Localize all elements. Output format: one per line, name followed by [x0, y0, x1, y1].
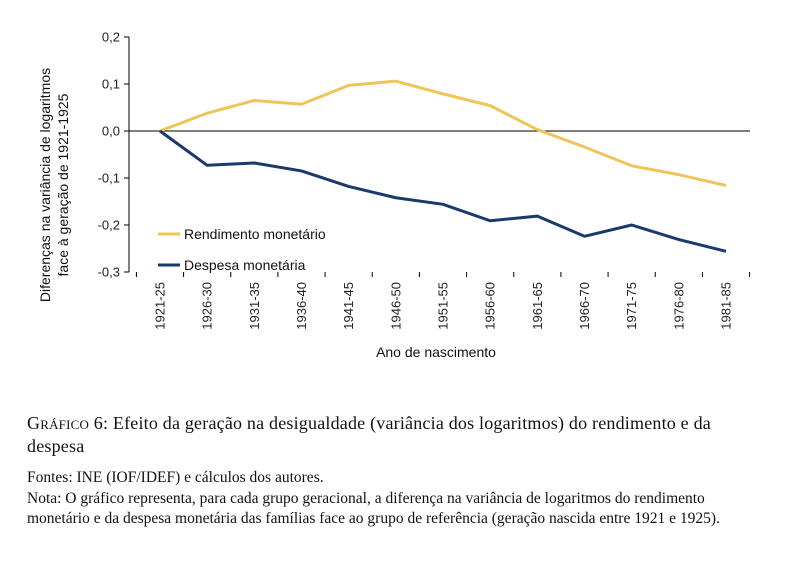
caption-text: Efeito da geração na desigualdade (variâ…: [27, 413, 711, 456]
x-tick-label: 1956-60: [483, 282, 498, 330]
x-tick-label: 1926-30: [200, 282, 215, 330]
figure-notes: Fontes: INE (IOF/IDEF) e cálculos dos au…: [27, 468, 767, 530]
y-axis-title-line-2: face à geração de 1921-1925: [55, 93, 71, 276]
x-axis-ticks: 1921-25 1926-30 1931-35 1936-40 1941-45 1946-…: [135, 272, 751, 330]
x-tick-label: 1971-75: [624, 282, 639, 330]
y-tick-label: -0,1: [98, 171, 120, 186]
y-tick-label: 0,2: [102, 30, 120, 45]
x-tick-label: 1946-50: [388, 282, 403, 330]
x-tick-label: 1976-80: [671, 282, 686, 330]
y-tick-label: 0,0: [102, 124, 120, 139]
x-tick-label: 1951-55: [436, 282, 451, 330]
y-tick-label: -0,3: [98, 265, 120, 280]
x-tick-label: 1941-45: [341, 282, 356, 330]
sources-text: Fontes: INE (IOF/IDEF) e cálculos dos au…: [27, 469, 324, 486]
legend: Rendimento monetário Despesa monetária: [158, 226, 326, 273]
line-chart: 0,2 0,1 0,0 -0,1 -0,2 -0,3 1921-25 1926-30 1931…: [37, 30, 751, 360]
figure-caption: Gráfico 6: Efeito da geração na desigual…: [27, 412, 762, 458]
x-tick-label: 1936-40: [294, 282, 309, 330]
y-axis-ticks: 0,2 0,1 0,0 -0,1 -0,2 -0,3: [98, 30, 130, 280]
x-tick-label: 1931-35: [247, 282, 262, 330]
x-tick-label: 1981-85: [719, 282, 734, 330]
legend-label-rendimento: Rendimento monetário: [184, 226, 326, 242]
legend-label-despesa: Despesa monetária: [184, 257, 306, 273]
x-axis-title: Ano de nascimento: [376, 344, 496, 360]
series-line-rendimento: [159, 79, 727, 187]
y-tick-label: 0,1: [102, 77, 120, 92]
y-tick-label: -0,2: [98, 218, 120, 233]
x-tick-label: 1966-70: [577, 282, 592, 330]
series-line-despesa: [159, 129, 727, 253]
series-lines: [159, 79, 727, 253]
x-tick-label: 1961-65: [530, 282, 545, 330]
y-axis-title-line-1: Diferenças na variância de logaritmos: [37, 68, 53, 302]
x-tick-label: 1921-25: [153, 282, 168, 330]
note-text: Nota: O gráfico representa, para cada gr…: [27, 489, 720, 528]
caption-label: Gráfico 6:: [27, 413, 109, 433]
